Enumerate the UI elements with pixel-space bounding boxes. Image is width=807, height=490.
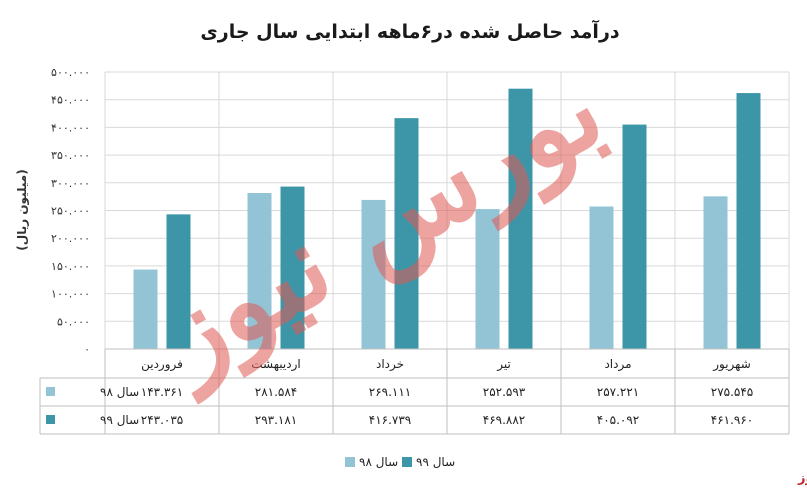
bar-series2-4 [508, 88, 533, 350]
table-value-cell: ۲۵۷.۲۲۱ [597, 385, 640, 399]
y-tick-label: ۲۰۰.۰۰۰ [51, 232, 90, 245]
legend-label: سال ۹۹ [416, 455, 455, 469]
table-value-cell: ۴۶۱.۹۶۰ [711, 413, 754, 427]
x-tick-label: تیر [496, 357, 511, 372]
y-tick-label: ۱۰۰.۰۰۰ [51, 288, 90, 301]
table-value-cell: ۱۴۳.۳۶۱ [141, 385, 184, 399]
table-value-cell: ۴۰۵.۰۹۲ [597, 413, 640, 427]
table-value-cell: ۲۵۲.۵۹۳ [483, 385, 526, 399]
y-tick-label: ۵۰۰.۰۰۰ [51, 66, 90, 79]
bar-series2-6 [736, 93, 761, 349]
y-tick-label: ۲۵۰.۰۰۰ [51, 205, 90, 218]
x-tick-label: فروردین [141, 357, 183, 372]
table-value-cell: ۲۷۵.۵۴۵ [711, 385, 754, 399]
x-tick-label: اردیبهشت [251, 357, 300, 372]
y-tick-label: ۱۵۰.۰۰۰ [51, 260, 90, 273]
y-tick-label: ۵۰.۰۰۰ [57, 315, 90, 328]
bar-series1-4 [475, 209, 500, 349]
table-value-cell: ۲۶۹.۱۱۱ [369, 385, 412, 399]
bar-series2-3 [394, 118, 419, 350]
x-tick-label: خرداد [376, 357, 404, 372]
bar-series2-1 [166, 214, 191, 349]
bar-series2-5 [622, 124, 647, 349]
x-tick-label: مرداد [604, 357, 631, 372]
table-series-name: سال ۹۸ [100, 385, 139, 399]
bar-series1-3 [361, 199, 386, 349]
data-table: فروردین اردیبهشت خرداد تیر مرداد شهریور سال ۹۸… [39, 348, 790, 435]
table-value-cell: ۴۶۹.۸۸۲ [483, 413, 526, 427]
bar-series1-1 [133, 269, 158, 349]
table-series-swatch [46, 415, 55, 424]
table-value-cell: ۲۸۱.۵۸۴ [255, 385, 298, 399]
table-value-cell: ۲۹۳.۱۸۱ [255, 413, 298, 427]
table-series-name: سال ۹۹ [100, 413, 139, 427]
table-value-cell: ۲۴۳.۰۳۵ [141, 413, 184, 427]
y-tick-label: ۰ [84, 343, 90, 356]
legend-swatch [345, 457, 355, 467]
y-tick-label: ۳۰۰.۰۰۰ [51, 177, 90, 190]
chart-title: درآمد حاصل شده در۶ماهه ابتدایی سال جاری [200, 19, 620, 43]
y-tick-label: ۴۵۰.۰۰۰ [51, 94, 90, 107]
watermark-logo: بورس نیوز [132, 44, 626, 405]
gridlines: ۰ ۵۰.۰۰۰ ۱۰۰.۰۰۰ ۱۵۰.۰۰۰ ۲۰۰.۰۰۰ ۲۵۰.۰۰۰ ۳۰۰.۰… [51, 66, 790, 356]
legend-swatch [402, 457, 412, 467]
x-tick-label: شهریور [712, 357, 751, 372]
brand-logo-text: بورس نیوز [797, 471, 807, 486]
bar-series2-2 [280, 186, 305, 349]
bar-series1-2 [247, 193, 272, 349]
table-series-swatch [46, 387, 55, 396]
bars [133, 88, 761, 350]
y-tick-label: ۳۵۰.۰۰۰ [51, 149, 90, 162]
bar-series1-6 [703, 196, 728, 349]
legend-label: سال ۹۸ [359, 455, 398, 469]
table-value-cell: ۴۱۶.۷۳۹ [369, 413, 412, 427]
y-axis-label: (میلیون ریال) [15, 169, 30, 250]
bar-series1-5 [589, 206, 614, 349]
y-tick-label: ۴۰۰.۰۰۰ [51, 121, 90, 134]
legend: سال ۹۹ سال ۹۸ [345, 455, 455, 469]
